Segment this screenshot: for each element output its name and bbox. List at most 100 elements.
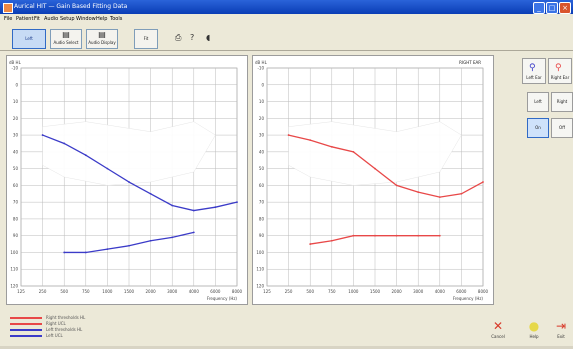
window-title: Aurical HIT — Gain Based Fitting Data <box>14 3 128 10</box>
data-point <box>149 192 152 195</box>
menu-bar: File Patient Fit Audio Setup Window Help… <box>0 14 573 24</box>
left-ear-select-label: Left Ear <box>526 75 542 80</box>
menu-setup[interactable]: Setup <box>60 16 75 22</box>
data-point <box>192 231 195 234</box>
help-action-label: Help <box>529 334 539 339</box>
toolbar: Left ▤ Audio Select ▤ Audio Display Fit … <box>0 24 573 51</box>
menu-audio[interactable]: Audio <box>44 16 59 22</box>
legend-swatch <box>10 335 42 337</box>
y-tick-label: 40 <box>259 149 265 154</box>
data-point <box>374 234 376 237</box>
menu-fit[interactable]: Fit <box>34 16 40 22</box>
exit-button[interactable]: ⇥ Exit <box>549 318 573 344</box>
close-icon: ✕ <box>492 319 504 333</box>
menu-file[interactable]: File <box>4 16 13 22</box>
data-point <box>287 134 290 136</box>
audio-display-button[interactable]: ▤ Audio Display <box>86 29 118 49</box>
status-bar <box>0 346 573 349</box>
speaker-icon[interactable]: ◖ <box>206 33 211 42</box>
y-tick-label: 80 <box>13 216 19 221</box>
y-tick-label: 90 <box>259 233 265 238</box>
data-point <box>63 251 66 254</box>
left-audiogram-panel: -10 0 10 20 30 40 50 60 70 80 90 100 110 120 125 250 500… <box>6 55 248 305</box>
right-mode-button[interactable]: Right <box>551 92 573 112</box>
x-tick-label: 1500 <box>370 289 381 294</box>
y-tick-label: 70 <box>259 200 265 205</box>
help-action-button[interactable]: ● Help <box>522 318 546 344</box>
menu-window[interactable]: Window <box>76 16 96 22</box>
data-point <box>106 248 109 251</box>
ear-icon: ⚲ <box>555 63 562 73</box>
menu-help[interactable]: Help <box>96 16 108 22</box>
y-tick-label: 10 <box>13 99 19 104</box>
y-tick-label: 20 <box>259 116 265 121</box>
lightbulb-icon: ● <box>528 319 540 333</box>
audio-select-button[interactable]: ▤ Audio Select <box>50 29 82 49</box>
legend-text: Left UCL <box>46 333 63 338</box>
fit-button[interactable]: Fit <box>134 29 158 49</box>
maximize-button[interactable]: □ <box>546 2 558 14</box>
data-point <box>352 150 355 153</box>
y-tick-label: 0 <box>261 82 264 87</box>
y-tick-label: 0 <box>15 82 18 87</box>
data-point <box>149 239 152 242</box>
x-tick-label: 8000 <box>232 289 243 294</box>
legend-text: Left thresholds HL <box>46 327 83 332</box>
legend-text: Right thresholds HL <box>46 315 86 320</box>
audio-select-label: Audio Select <box>53 40 79 45</box>
exit-label: Exit <box>557 334 565 339</box>
y-tick-label: 100 <box>10 250 18 255</box>
y-unit-label: dB HL <box>9 60 22 65</box>
x-tick-label: 250 <box>285 289 293 294</box>
y-tick-label: 80 <box>259 216 265 221</box>
y-tick-label: 100 <box>256 250 264 255</box>
threshold-line <box>42 134 238 212</box>
x-tick-label: 8000 <box>478 289 489 294</box>
left-ear-tab[interactable]: Left <box>12 29 46 49</box>
x-axis-label: Frequency (Hz) <box>453 296 484 301</box>
close-button[interactable]: × <box>559 2 571 14</box>
data-point <box>309 243 312 245</box>
data-point <box>84 251 87 254</box>
data-point <box>482 181 484 183</box>
y-tick-label: -10 <box>11 66 18 71</box>
menu-patient[interactable]: Patient <box>16 16 34 22</box>
data-point <box>84 154 87 157</box>
data-point <box>460 192 463 195</box>
threshold-line <box>288 134 484 198</box>
left-mode-button[interactable]: Left <box>527 92 549 112</box>
help-icon[interactable]: ? <box>190 33 195 42</box>
off-button[interactable]: Off <box>551 118 573 138</box>
left-ear-tab-label: Left <box>25 36 33 41</box>
minimize-button[interactable]: _ <box>533 2 545 14</box>
x-tick-label: 1000 <box>102 289 113 294</box>
y-tick-label: 20 <box>13 116 19 121</box>
panel-header-value: RIGHT EAR <box>459 60 481 65</box>
data-point <box>330 145 333 148</box>
audio-display-label: Audio Display <box>88 40 116 45</box>
x-tick-label: 3000 <box>413 289 424 294</box>
x-tick-label: 125 <box>17 289 25 294</box>
on-button[interactable]: On <box>527 118 549 138</box>
cancel-button[interactable]: ✕ Cancel <box>486 318 510 344</box>
x-tick-label: 1500 <box>124 289 135 294</box>
x-tick-label: 6000 <box>456 289 467 294</box>
right-ear-select-button[interactable]: ⚲ Right Ear <box>548 58 572 84</box>
y-tick-label: 90 <box>13 233 19 238</box>
data-point <box>192 209 195 212</box>
x-tick-label: 4000 <box>435 289 446 294</box>
data-point <box>352 234 355 237</box>
print-icon[interactable]: ⎙ <box>175 33 182 42</box>
y-unit-label: dB HL <box>255 60 268 65</box>
right-ear-select-label: Right Ear <box>550 75 570 80</box>
legend-text: Right UCL <box>46 321 66 326</box>
x-tick-label: 250 <box>39 289 47 294</box>
data-point <box>374 167 376 170</box>
x-tick-label: 125 <box>263 289 271 294</box>
audio-display-icon: ▤ <box>98 30 106 39</box>
data-point <box>214 206 217 209</box>
left-ear-select-button[interactable]: ⚲ Left Ear <box>522 58 546 84</box>
menu-tools[interactable]: Tools <box>110 16 123 22</box>
speech-banana <box>288 121 462 186</box>
